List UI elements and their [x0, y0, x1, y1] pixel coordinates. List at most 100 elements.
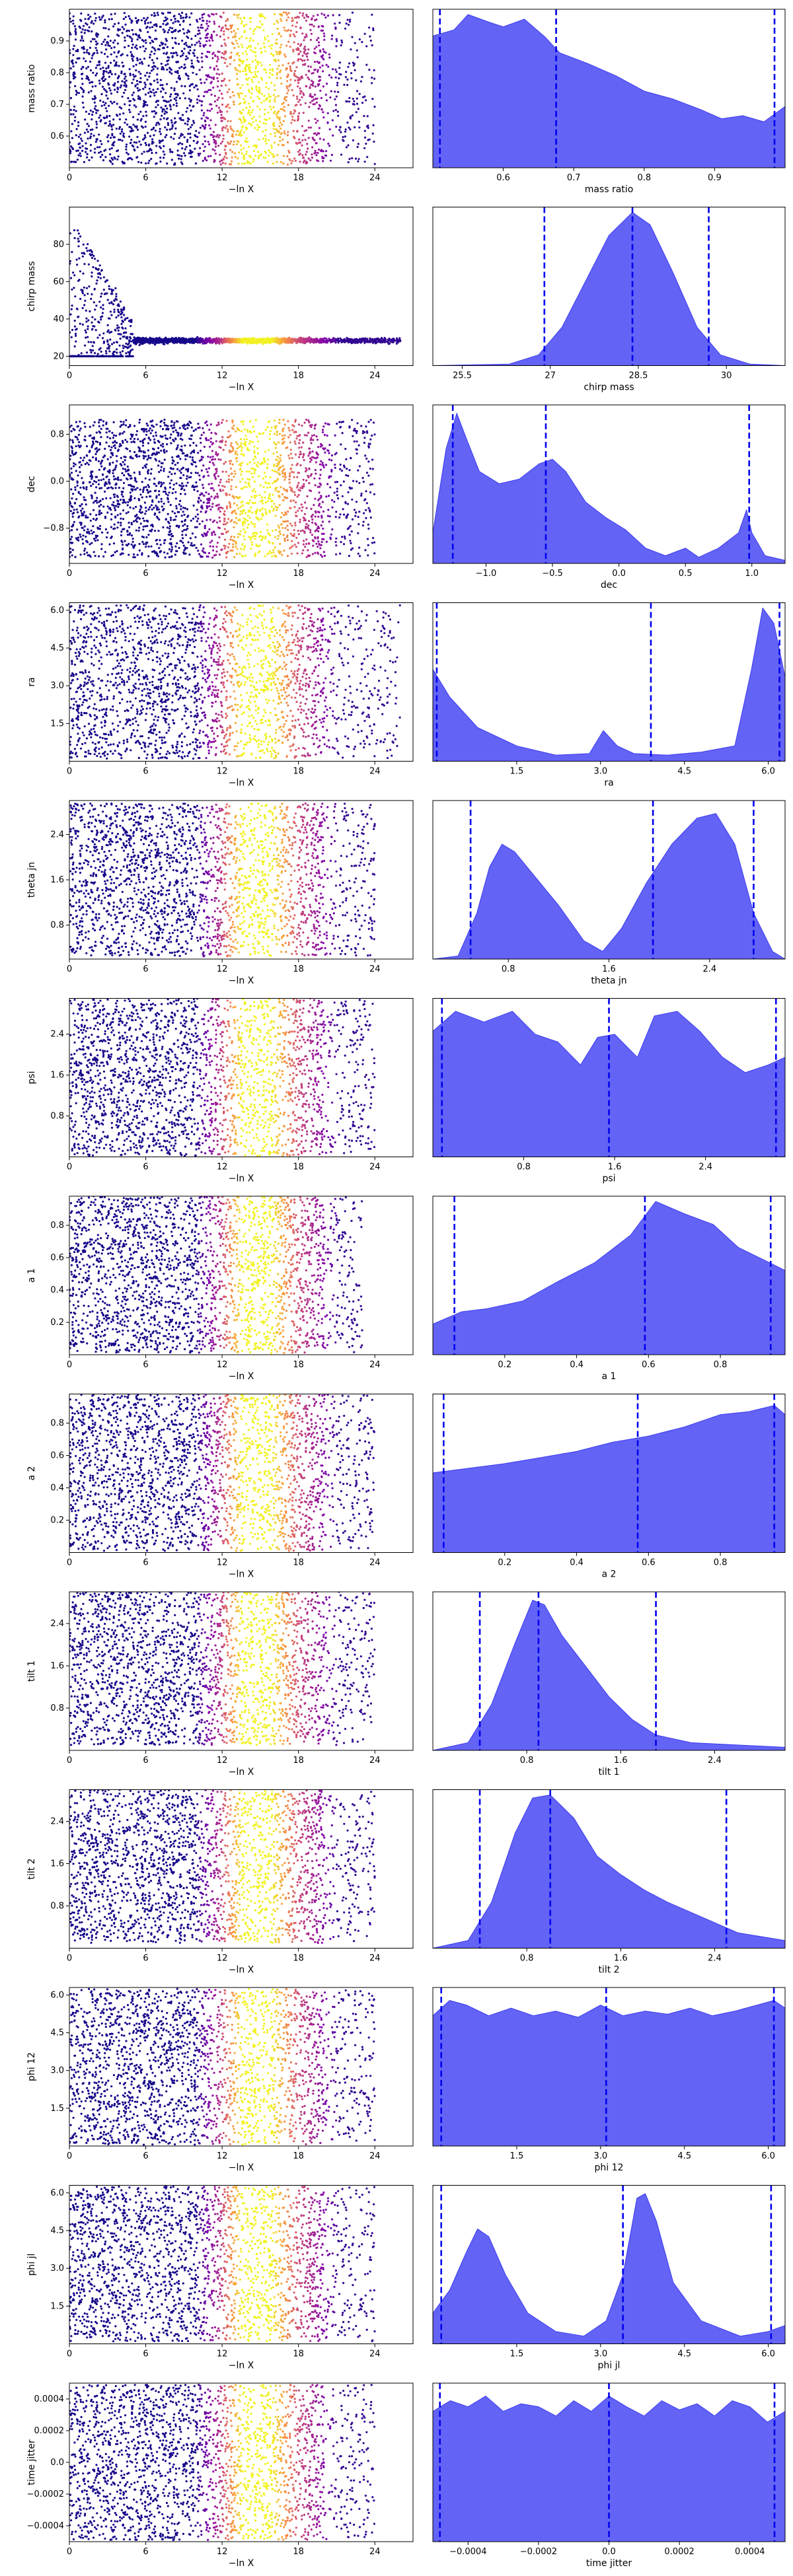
- scatter-point: [210, 37, 213, 40]
- scatter-point: [172, 22, 174, 24]
- scatter-point: [316, 60, 319, 63]
- scatter-point: [354, 42, 356, 44]
- scatter-point: [172, 52, 174, 55]
- scatter-point: [155, 337, 158, 340]
- scatter-point: [192, 71, 194, 74]
- scatter-point: [330, 76, 333, 79]
- scatter-point: [215, 73, 218, 75]
- scatter-point: [335, 71, 338, 73]
- scatter-point: [139, 77, 142, 79]
- scatter-point: [123, 92, 126, 94]
- scatter-point: [104, 122, 107, 124]
- scatter-point: [149, 135, 152, 137]
- scatter-point: [202, 342, 204, 345]
- scatter-point: [96, 52, 98, 54]
- scatter-point: [104, 102, 107, 104]
- scatter-point: [70, 113, 73, 116]
- scatter-point: [314, 52, 317, 55]
- scatter-point: [231, 133, 234, 135]
- scatter-point: [96, 42, 99, 45]
- scatter-point: [221, 162, 224, 164]
- scatter-point: [125, 342, 128, 345]
- y-tick-label: 0.6: [50, 131, 64, 141]
- scatter-point: [373, 162, 376, 165]
- scatter-point: [110, 137, 112, 139]
- scatter-point: [77, 229, 79, 232]
- scatter-point: [309, 94, 311, 97]
- scatter-point: [98, 63, 100, 66]
- scatter-point: [142, 45, 145, 48]
- scatter-point: [325, 83, 328, 85]
- scatter-point: [96, 64, 98, 67]
- scatter-point: [112, 159, 114, 161]
- scatter-point: [158, 48, 161, 51]
- scatter-point: [196, 141, 199, 143]
- scatter-point: [301, 157, 305, 159]
- scatter-point: [252, 339, 255, 341]
- scatter-point: [90, 90, 93, 92]
- scatter-point: [354, 69, 356, 71]
- scatter-point: [128, 68, 131, 71]
- scatter-point: [123, 28, 126, 30]
- scatter-point: [308, 78, 311, 81]
- scatter-point: [84, 329, 87, 332]
- scatter-point: [295, 341, 297, 344]
- scatter-point: [289, 159, 291, 162]
- scatter-point: [188, 145, 191, 147]
- scatter-point: [186, 31, 188, 34]
- scatter-point: [241, 92, 244, 95]
- scatter-point: [223, 155, 226, 158]
- scatter-point: [277, 59, 280, 61]
- scatter-point: [185, 110, 188, 113]
- scatter-point: [100, 295, 102, 298]
- x-tick-label: 24: [369, 371, 381, 381]
- scatter-point: [100, 143, 103, 145]
- scatter-point: [268, 72, 272, 75]
- scatter-point: [83, 286, 85, 289]
- scatter-point: [133, 342, 135, 345]
- scatter-point: [83, 89, 85, 92]
- scatter-point: [144, 39, 147, 42]
- scatter-point: [371, 340, 375, 342]
- scatter-point: [243, 121, 245, 124]
- scatter-point: [166, 338, 169, 340]
- scatter-point: [114, 157, 116, 160]
- scatter-point: [348, 534, 351, 536]
- scatter-point: [314, 85, 317, 88]
- scatter-point: [199, 147, 202, 149]
- scatter-point: [127, 343, 130, 346]
- scatter-point: [363, 338, 366, 341]
- scatter-point: [174, 71, 176, 73]
- scatter-point: [219, 35, 221, 38]
- scatter-point: [136, 146, 139, 149]
- scatter-point: [139, 62, 141, 65]
- scatter-point: [324, 16, 327, 19]
- scatter-point: [271, 33, 274, 36]
- scatter-point: [172, 47, 174, 50]
- scatter-point: [170, 52, 172, 54]
- scatter-point: [151, 138, 154, 141]
- scatter-point: [306, 55, 309, 58]
- scatter-point: [88, 285, 91, 288]
- scatter-point: [346, 78, 349, 81]
- scatter-point: [87, 137, 89, 140]
- scatter-point: [75, 328, 77, 331]
- scatter-point: [325, 63, 328, 66]
- scatter-point: [169, 99, 172, 102]
- scatter-point: [147, 338, 149, 341]
- scatter-point: [336, 40, 338, 42]
- scatter-point: [79, 18, 82, 21]
- scatter-point: [81, 95, 84, 98]
- scatter-point: [72, 54, 75, 56]
- scatter-point: [225, 84, 227, 87]
- scatter-point: [83, 294, 86, 297]
- scatter-point: [155, 23, 158, 26]
- scatter-point: [248, 17, 251, 20]
- scatter-point: [76, 264, 79, 266]
- scatter-point: [276, 77, 278, 79]
- scatter-point: [287, 89, 290, 92]
- scatter-point: [135, 343, 137, 345]
- scatter-point: [169, 71, 171, 73]
- scatter-point: [141, 62, 144, 65]
- scatter-point: [363, 161, 366, 163]
